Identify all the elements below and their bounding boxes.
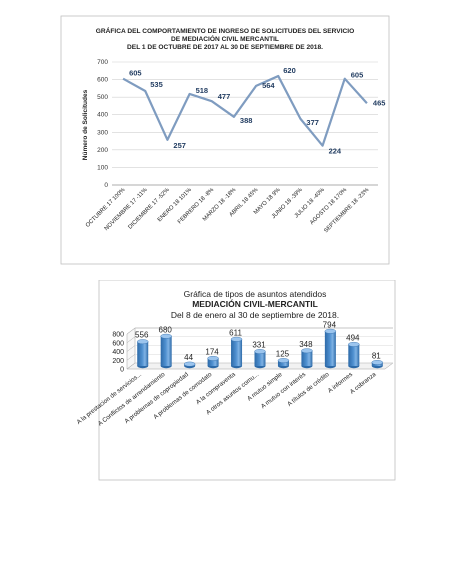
chart1-data-label: 535 — [150, 80, 163, 89]
chart2-data-label: 794 — [323, 320, 337, 329]
chart2-data-label: 331 — [252, 341, 266, 350]
chart2-data-label: 680 — [159, 325, 173, 334]
chart2-title-line-3: Del 8 de enero al 30 de septiembre de 20… — [171, 310, 339, 320]
chart1-y-tick-label: 600 — [97, 77, 108, 84]
chart2-bar — [183, 361, 196, 369]
chart1-title-line-2: DE MEDIACIÓN CIVIL MERCANTIL — [171, 34, 279, 43]
chart2-gridline-side — [126, 362, 136, 370]
chart2-gridline-side — [126, 354, 136, 361]
chart1-data-label: 620 — [283, 66, 296, 75]
chart1-data-label: 377 — [306, 118, 319, 127]
chart2-bar — [348, 341, 360, 369]
chart2-y-tick-label: 800 — [112, 332, 124, 339]
chart2-data-label: 44 — [184, 353, 193, 362]
chart2-bar — [324, 328, 337, 369]
chart2-y-tick-label: 600 — [112, 340, 124, 347]
chart1-y-tick-label: 700 — [97, 59, 108, 66]
chart2-title-line-1: Gráfica de tipos de asuntos atendidos — [184, 289, 327, 299]
chart2-bar — [371, 360, 383, 369]
chart2-data-label: 348 — [299, 340, 313, 349]
chart1-y-tick-label: 200 — [97, 147, 108, 154]
chart1-title-line-3: DEL 1 DE OCTUBRE DE 2017 AL 30 DE SEPTIE… — [127, 44, 323, 51]
chart2-bar — [207, 355, 219, 369]
chart2-bar — [137, 339, 149, 369]
chart1-y-tick-label: 0 — [104, 182, 108, 189]
chart1-data-label: 388 — [240, 116, 253, 125]
chart2-bar — [277, 358, 290, 369]
chart1-data-label: 224 — [329, 147, 342, 156]
chart1-y-tick-label: 500 — [97, 94, 108, 101]
chart2-y-tick-label: 0 — [120, 367, 124, 374]
chart1-data-label: 564 — [262, 81, 275, 90]
chart1-data-label: 477 — [218, 92, 231, 101]
chart2-data-label: 174 — [205, 347, 219, 356]
chart1-data-label: 465 — [373, 98, 386, 107]
chart2-data-label: 611 — [229, 328, 242, 337]
chart2-bar — [230, 336, 243, 369]
chart2-data-label: 125 — [276, 350, 290, 359]
chart2-gridline-side — [126, 327, 136, 335]
chart2-bar — [301, 348, 313, 369]
chart1-y-tick-label: 400 — [97, 112, 108, 119]
chart2-frame — [98, 280, 396, 481]
chart1-data-label: 605 — [129, 69, 142, 78]
chart2-title-line-2: MEDIACIÓN CIVIL-MERCANTIL — [192, 298, 318, 309]
line-chart: GRÁFICA DEL COMPORTAMIENTO DE INGRESO DE… — [60, 15, 390, 265]
chart1-y-axis-label: Número de Solicitudes — [82, 89, 89, 160]
chart2-gridline-side — [126, 345, 136, 352]
chart2-data-label: 556 — [135, 331, 149, 340]
chart2-y-tick-label: 400 — [112, 349, 124, 356]
chart2-gridline-side — [126, 336, 136, 343]
chart1-y-tick-label: 100 — [97, 164, 108, 171]
chart1-y-tick-label: 300 — [97, 129, 108, 136]
chart2-bar — [160, 333, 172, 369]
chart1-data-label: 257 — [173, 141, 186, 150]
chart1-data-label: 518 — [196, 86, 209, 95]
chart2-data-label: 494 — [346, 333, 360, 342]
chart2-bar — [254, 349, 266, 369]
chart1-series-line — [122, 74, 368, 147]
chart1-title-line-1: GRÁFICA DEL COMPORTAMIENTO DE INGRESO DE… — [96, 26, 355, 35]
chart2-data-label: 81 — [372, 351, 381, 360]
chart2-y-tick-label: 200 — [112, 358, 124, 365]
chart1-frame — [60, 15, 390, 265]
bar-chart-3d: Gráfica de tipos de asuntos atendidos ME… — [75, 280, 396, 481]
chart1-data-label: 605 — [351, 71, 364, 80]
